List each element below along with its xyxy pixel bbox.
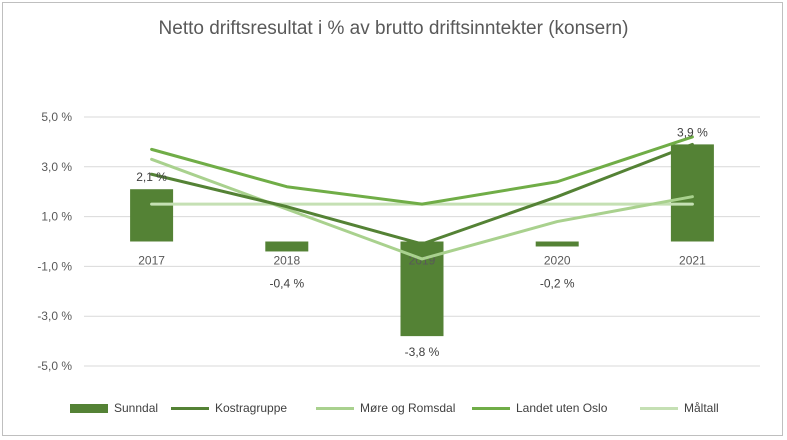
bar-data-label: 3,9 % [677, 125, 708, 139]
legend-item: Sunndal [70, 401, 158, 415]
bar-sunndal [670, 144, 714, 242]
bar-sunndal [265, 241, 309, 252]
x-tick-label: 2017 [138, 254, 165, 268]
legend-swatch [70, 403, 108, 413]
y-tick-label: 1,0 % [41, 210, 72, 224]
x-tick-label: 2021 [679, 254, 706, 268]
bar-data-label: -3,8 % [405, 345, 440, 359]
chart-legend: Sunndal Kostragruppe Møre og Romsdal Landet… [70, 401, 770, 421]
x-tick-label: 2018 [273, 254, 300, 268]
bar-data-label: 2,1 % [136, 170, 167, 184]
legend-swatch [640, 406, 678, 410]
y-tick-label: -1,0 % [37, 259, 72, 273]
line-landet-uten-oslo [150, 135, 694, 206]
legend-item: Kostragruppe [171, 401, 287, 415]
legend-label: Kostragruppe [215, 401, 288, 415]
legend-label: Møre og Romsdal [360, 401, 456, 415]
bar-sunndal [400, 241, 444, 337]
legend-item: Måltall [640, 401, 719, 415]
legend-swatch [316, 406, 354, 410]
legend-label: Måltall [684, 401, 719, 415]
line-kostragruppe [150, 142, 694, 246]
x-tick-label: 2020 [544, 254, 571, 268]
legend-label: Landet uten Oslo [516, 401, 608, 415]
line-m-re-og-romsdal [150, 157, 694, 261]
legend-swatch [472, 406, 510, 410]
y-tick-label: 3,0 % [41, 160, 72, 174]
bar-sunndal [535, 241, 579, 247]
legend-label: Sunndal [114, 401, 159, 415]
y-tick-label: 5,0 % [41, 110, 72, 124]
bar-data-label: -0,2 % [540, 277, 575, 291]
legend-swatch [171, 406, 209, 410]
legend-item: Landet uten Oslo [472, 401, 607, 415]
bar-sunndal [130, 189, 174, 242]
legend-item: Møre og Romsdal [316, 401, 455, 415]
chart-title: Netto driftsresultat i % av brutto drift… [158, 18, 629, 39]
y-tick-label: -3,0 % [37, 309, 72, 323]
bar-data-label: -0,4 % [269, 277, 304, 291]
y-tick-label: -5,0 % [37, 359, 72, 373]
